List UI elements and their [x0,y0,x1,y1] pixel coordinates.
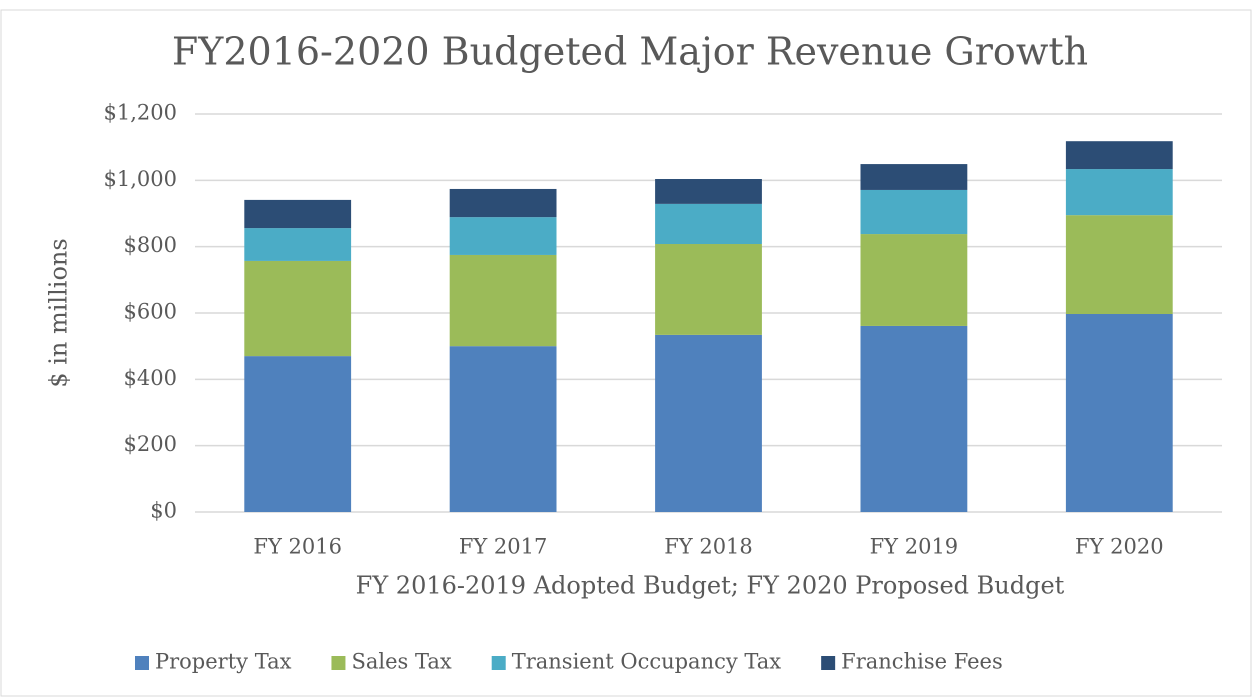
bar-segment [860,189,968,235]
y-tick-label: $1,200 [104,101,177,125]
chart-border [0,9,1252,697]
bar-segment [655,334,762,512]
bar-segment [860,234,968,326]
x-tick-label: FY 2017 [459,535,548,559]
legend-swatch [135,656,149,670]
bar-segment [449,346,557,512]
legend-label: Sales Tax [351,650,451,674]
bar-segment [449,254,557,347]
x-axis-title: FY 2016-2019 Adopted Budget; FY 2020 Pro… [356,572,1065,600]
y-tick-label: $800 [124,233,177,257]
x-tick-label: FY 2016 [253,535,342,559]
bar-segment [655,244,762,335]
y-tick-label: $1,000 [104,167,177,191]
x-tick-label: FY 2020 [1075,535,1164,559]
bar-segment [860,325,968,512]
legend-swatch [821,656,836,670]
bar-segment [655,203,762,245]
y-tick-label: $0 [150,499,177,523]
bar-segment [244,356,352,512]
y-axis-title: $ in millions [45,238,73,387]
bar-segment [860,164,968,190]
legend-swatch [491,656,506,670]
bar-segment [244,199,352,229]
chart-title: FY2016-2020 Budgeted Major Revenue Growt… [172,30,1088,74]
bar-segment [1065,313,1173,512]
bar-segment [1065,141,1173,170]
legend-label: Franchise Fees [841,650,1003,674]
legend-label: Property Tax [155,650,292,674]
x-tick-label: FY 2019 [870,535,959,559]
legend-label: Transient Occupancy Tax [512,650,782,674]
bar-segment [449,188,557,218]
y-tick-label: $400 [124,366,177,390]
bar-segment [655,179,762,204]
bar-segment [244,260,352,357]
x-tick-label: FY 2018 [664,535,753,559]
y-tick-label: $200 [124,432,177,456]
bar-segment [449,217,557,255]
legend-swatch [331,656,346,670]
bar-segment [1065,215,1173,314]
y-tick-label: $600 [124,300,177,324]
bar-segment [244,228,352,261]
bar-segment [1065,169,1173,216]
